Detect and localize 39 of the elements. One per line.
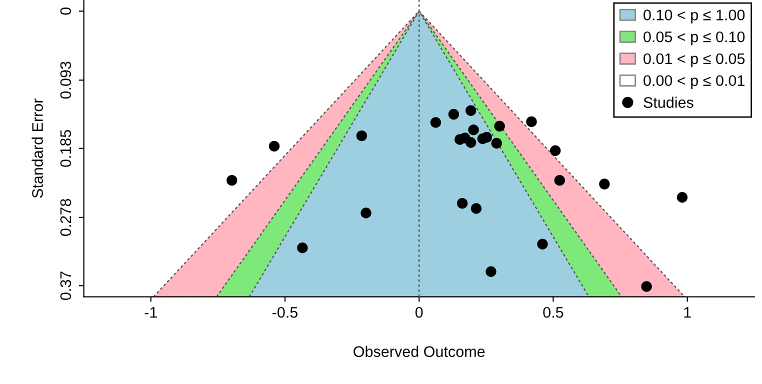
point [448,108,460,120]
x-tick-label: -0.5 [272,306,298,318]
point [494,120,505,132]
point [599,178,610,190]
x-tick-label: 0.5 [543,306,564,318]
point [526,116,537,128]
point [554,174,566,186]
y-tick-label: 0.37 [60,272,72,300]
legend-label: Studies [644,96,694,108]
legend-label: 0.00 < p ≤ 0.01 [644,75,744,90]
y-tick-label: 0.278 [60,198,72,236]
y-tick-label: 0 [60,7,72,15]
point [430,117,442,128]
y-tick-label: 0.185 [60,130,72,167]
legend-label: 0.10 < p ≤ 1.00 [644,10,745,24]
legend-label: 0.05 < p ≤ 0.10 [644,31,745,46]
point [466,137,476,148]
point [297,242,308,254]
point [466,105,476,116]
point [226,174,238,186]
point [268,140,280,152]
point [491,138,502,149]
point [356,130,368,142]
y-axis-title: Standard Error [32,98,43,198]
point [486,266,496,277]
legend-label: 0.01 < p ≤ 0.05 [644,53,745,68]
point [360,208,372,218]
x-axis-title: Observed Outcome [354,346,485,358]
point [468,124,479,136]
x-tick-label: 1 [684,307,691,318]
y-tick-label: 0.093 [60,62,72,99]
point [550,145,561,156]
point [537,238,548,250]
point [456,198,468,209]
x-tick-label: 0 [415,306,423,318]
x-tick-label: -1 [144,307,157,318]
point [470,203,482,214]
point [676,192,688,203]
point [641,281,652,292]
